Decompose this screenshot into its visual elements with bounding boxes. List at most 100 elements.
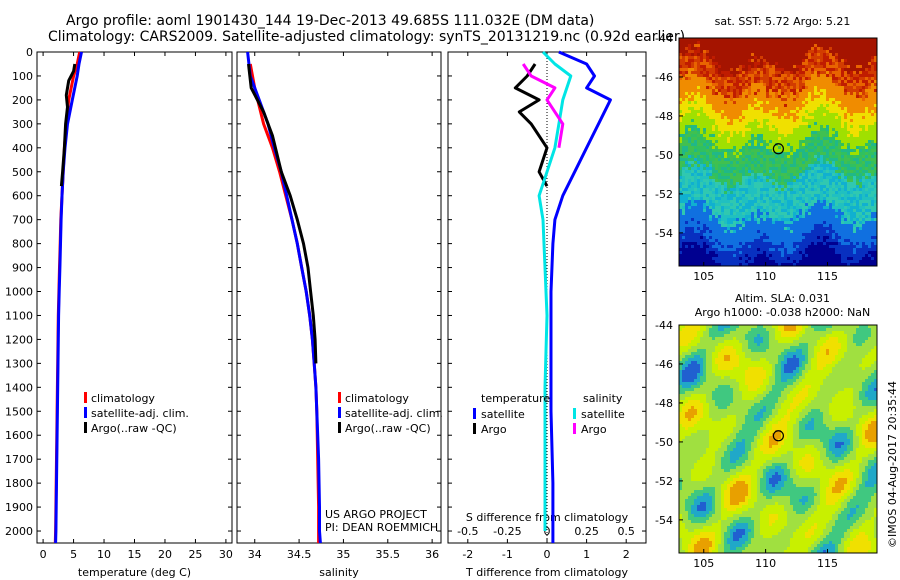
map-cell: [856, 134, 860, 138]
map-cell: [847, 71, 851, 75]
map-cell: [814, 149, 818, 153]
map-cell: [682, 209, 686, 213]
map-cell: [778, 77, 782, 81]
map-cell: [784, 80, 788, 84]
map-cell: [832, 80, 836, 84]
map-cell: [832, 53, 836, 57]
map-cell: [820, 206, 824, 210]
map-cell: [754, 134, 758, 138]
map-cell: [751, 185, 755, 189]
map-cell: [775, 134, 779, 138]
map-cell: [823, 53, 827, 57]
map-cell: [823, 167, 827, 171]
map-cell: [748, 38, 752, 42]
map-cell: [748, 86, 752, 90]
map-cell: [844, 38, 848, 42]
map-cell: [817, 59, 821, 63]
map-cell: [841, 173, 845, 177]
map-cell: [871, 212, 875, 216]
map-cell: [799, 167, 803, 171]
map-cell: [787, 116, 791, 120]
map-cell: [745, 188, 749, 192]
map-cell: [823, 110, 827, 114]
map-cell: [766, 80, 770, 84]
map-cell: [826, 56, 830, 60]
map-cell: [862, 233, 866, 237]
map-cell: [733, 149, 737, 153]
map-cell: [730, 212, 734, 216]
map-cell: [688, 173, 692, 177]
map-cell: [859, 143, 863, 147]
map-cell: [781, 215, 785, 219]
map-cell: [796, 56, 800, 60]
map-cell: [808, 182, 812, 186]
map-cell: [796, 125, 800, 129]
map-cell: [778, 251, 782, 255]
map-cell: [724, 158, 728, 162]
map-cell: [706, 47, 710, 51]
map-cell: [679, 107, 683, 111]
map-cell: [871, 143, 875, 147]
map-cell: [706, 203, 710, 207]
map-cell: [745, 206, 749, 210]
map-cell: [799, 107, 803, 111]
map-cell: [808, 92, 812, 96]
map-cell: [760, 209, 764, 213]
map-cell: [829, 170, 833, 174]
map-cell: [811, 92, 815, 96]
map-cell: [685, 191, 689, 195]
map-cell: [727, 221, 731, 225]
map-cell: [874, 107, 878, 111]
map-cell: [721, 239, 725, 243]
map-cell: [832, 86, 836, 90]
map-cell: [841, 140, 845, 144]
map-cell: [727, 83, 731, 87]
map-cell: [856, 215, 860, 219]
map-cell: [829, 83, 833, 87]
map-cell: [697, 98, 701, 102]
map-cell: [685, 47, 689, 51]
legend-label: Argo: [481, 423, 507, 436]
map-cell: [718, 95, 722, 99]
map-cell: [760, 65, 764, 69]
map-cell: [847, 56, 851, 60]
map-cell: [799, 86, 803, 90]
map-cell: [841, 158, 845, 162]
map-cell: [757, 245, 761, 249]
map-cell: [706, 248, 710, 252]
map-cell: [814, 206, 818, 210]
map-cell: [700, 71, 704, 75]
map-cell: [808, 230, 812, 234]
map-cell: [721, 74, 725, 78]
map-cell: [793, 62, 797, 66]
map-cell: [799, 233, 803, 237]
map-cell: [853, 248, 857, 252]
map-cell: [871, 170, 875, 174]
map-cell: [787, 53, 791, 57]
map-cell: [733, 251, 737, 255]
map-cell: [790, 170, 794, 174]
map-cell: [742, 77, 746, 81]
map-cell: [769, 113, 773, 117]
map-cell: [772, 200, 776, 204]
x-axis-label: T difference from climatology: [465, 566, 628, 579]
map-cell: [817, 173, 821, 177]
map-cell: [799, 128, 803, 132]
map-cell: [694, 146, 698, 150]
map-cell: [817, 203, 821, 207]
map-cell: [847, 179, 851, 183]
map-cell: [862, 71, 866, 75]
map-cell: [856, 101, 860, 105]
map-cell: [865, 77, 869, 81]
map-cell: [856, 182, 860, 186]
map-cell: [691, 155, 695, 159]
map-cell: [820, 185, 824, 189]
map-cell: [838, 119, 842, 123]
map-cell: [733, 212, 737, 216]
map-cell: [742, 125, 746, 129]
map-cell: [790, 179, 794, 183]
map-cell: [853, 137, 857, 141]
map-cell: [847, 47, 851, 51]
map-cell: [763, 224, 767, 228]
map-cell: [730, 47, 734, 51]
